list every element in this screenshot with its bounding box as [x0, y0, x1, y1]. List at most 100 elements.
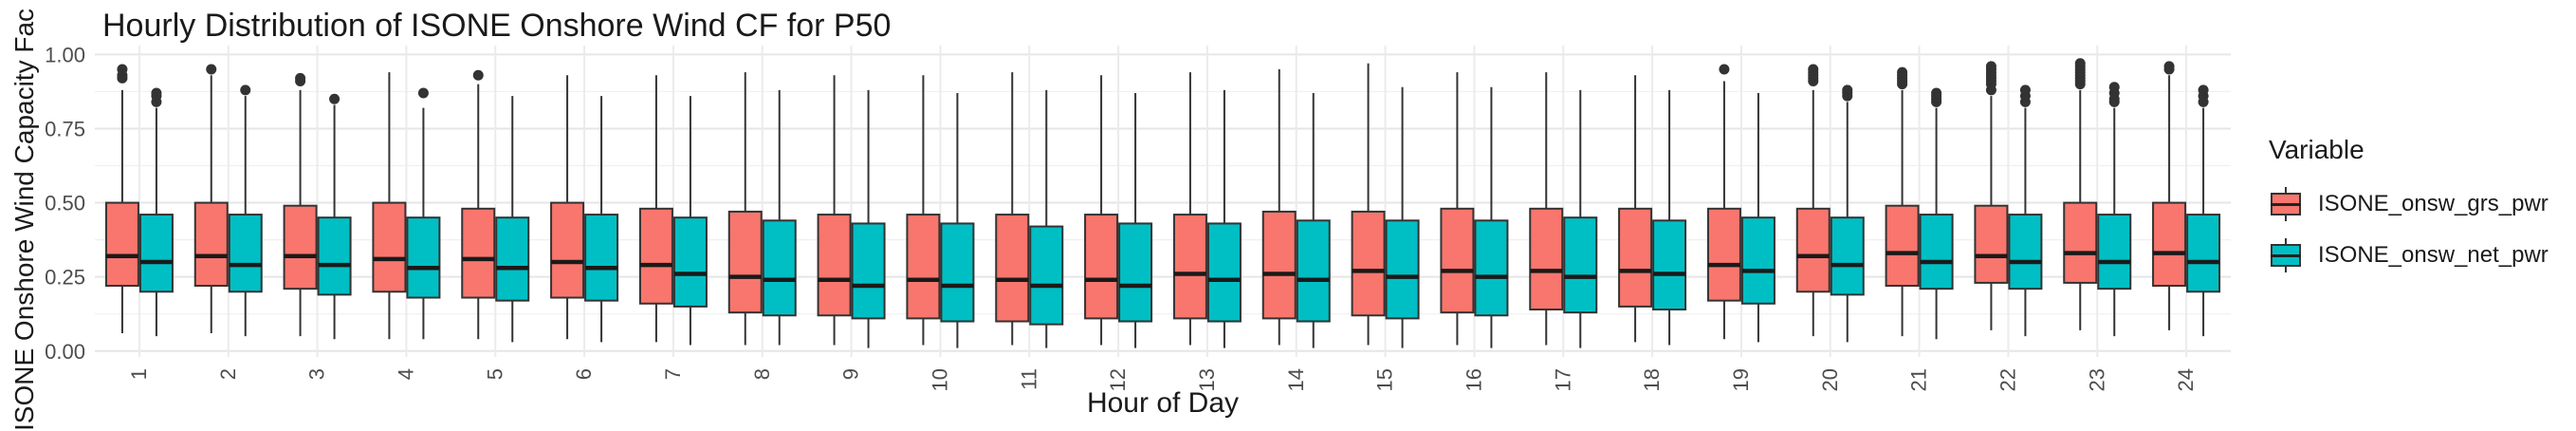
box: [1563, 216, 1598, 314]
outlier-point: [295, 72, 306, 84]
legend-label-grs: ISONE_onsw_grs_pwr: [2318, 191, 2548, 216]
outlier-point: [206, 64, 217, 75]
outlier-point: [2074, 58, 2086, 69]
x-tick-label: 19: [1729, 368, 1753, 391]
y-tick-label: 0.00: [45, 340, 85, 364]
box: [372, 201, 407, 293]
outlier-point: [1842, 84, 1853, 96]
box: [940, 222, 975, 323]
box: [228, 214, 263, 293]
box: [406, 216, 441, 299]
box: [495, 216, 530, 302]
box: [1440, 207, 1475, 314]
box: [1029, 225, 1064, 326]
x-tick-label: 1: [127, 368, 151, 380]
box: [2097, 214, 2132, 290]
legend-key-net: [2269, 238, 2303, 272]
y-tick-label: 1.00: [45, 43, 85, 66]
box: [1652, 219, 1687, 311]
x-tick-label: 7: [661, 368, 685, 380]
outlier-point: [2019, 84, 2031, 96]
box: [906, 214, 941, 320]
box: [1351, 210, 1386, 317]
box: [817, 214, 852, 317]
box: [1919, 214, 1954, 290]
y-tick-label: 0.25: [45, 266, 85, 290]
x-tick-label: 21: [1907, 368, 1931, 391]
x-tick-label: 6: [572, 368, 596, 380]
box: [1385, 219, 1420, 320]
box: [1974, 204, 2009, 284]
box: [1084, 214, 1119, 320]
box: [2063, 201, 2098, 284]
x-tick-label: 5: [483, 368, 506, 380]
x-tick-label: 3: [305, 368, 329, 380]
box: [1118, 222, 1153, 323]
box: [1474, 219, 1509, 317]
box: [283, 204, 318, 290]
box: [1706, 207, 1741, 302]
outlier-point: [2108, 82, 2120, 93]
outlier-point: [1719, 64, 1730, 75]
box: [550, 201, 585, 299]
x-tick-label: 4: [394, 368, 417, 380]
box: [461, 207, 496, 299]
x-tick-label: 11: [1017, 368, 1040, 390]
legend-label-net: ISONE_onsw_net_pwr: [2318, 242, 2548, 268]
x-tick-label: 13: [1195, 368, 1219, 391]
box: [104, 201, 139, 288]
x-tick-label: 14: [1284, 368, 1308, 391]
box: [727, 210, 763, 314]
y-tick-label: 0.75: [45, 117, 85, 141]
box: [317, 216, 352, 296]
box: [2008, 214, 2043, 290]
box: [584, 214, 619, 302]
box: [1740, 216, 1776, 305]
box: [1795, 207, 1831, 293]
legend-item-grs: ISONE_onsw_grs_pwr: [2269, 184, 2548, 224]
x-tick-label: 17: [1551, 368, 1574, 391]
box: [851, 222, 886, 320]
outlier-point: [417, 87, 429, 99]
x-tick-label: 24: [2174, 368, 2198, 391]
box: [1885, 204, 1920, 288]
outlier-point: [1931, 87, 1942, 99]
x-tick-label: 8: [750, 368, 774, 380]
x-tick-label: 15: [1373, 368, 1397, 391]
box: [1172, 214, 1207, 320]
x-tick-label: 9: [839, 368, 863, 380]
box: [672, 216, 708, 308]
legend-title: Variable: [2269, 135, 2364, 164]
box: [193, 201, 229, 288]
outlier-point: [2198, 84, 2209, 96]
x-tick-label: 22: [1996, 368, 2019, 391]
legend-item-net: ISONE_onsw_net_pwr: [2269, 235, 2548, 275]
chart-title: Hourly Distribution of ISONE Onshore Win…: [102, 8, 892, 44]
legend: Variable ISONE_onsw_grs_pwr ISONE_onsw_n…: [2269, 135, 2548, 287]
x-tick-label: 23: [2085, 368, 2108, 391]
x-tick-label: 16: [1462, 368, 1485, 391]
x-tick-label: 12: [1106, 368, 1130, 391]
legend-key-grs: [2269, 187, 2303, 221]
box: [995, 214, 1030, 323]
y-tick-label: 0.50: [45, 192, 85, 216]
x-tick-label: 18: [1640, 368, 1664, 391]
x-axis-label: Hour of Day: [1086, 387, 1240, 419]
box: [1296, 219, 1331, 323]
box: [2186, 214, 2221, 293]
box: [1529, 207, 1564, 311]
box: [2152, 201, 2187, 288]
x-tick-label: 2: [216, 368, 240, 380]
box: [638, 207, 673, 305]
box: [138, 214, 174, 293]
outlier-point: [117, 64, 128, 75]
box: [762, 219, 797, 317]
outlier-point: [1808, 64, 1819, 75]
box: [1261, 210, 1297, 320]
outlier-point: [1897, 66, 1908, 78]
box: [1618, 207, 1653, 308]
outlier-point: [240, 84, 251, 96]
x-tick-label: 20: [1818, 368, 1842, 391]
